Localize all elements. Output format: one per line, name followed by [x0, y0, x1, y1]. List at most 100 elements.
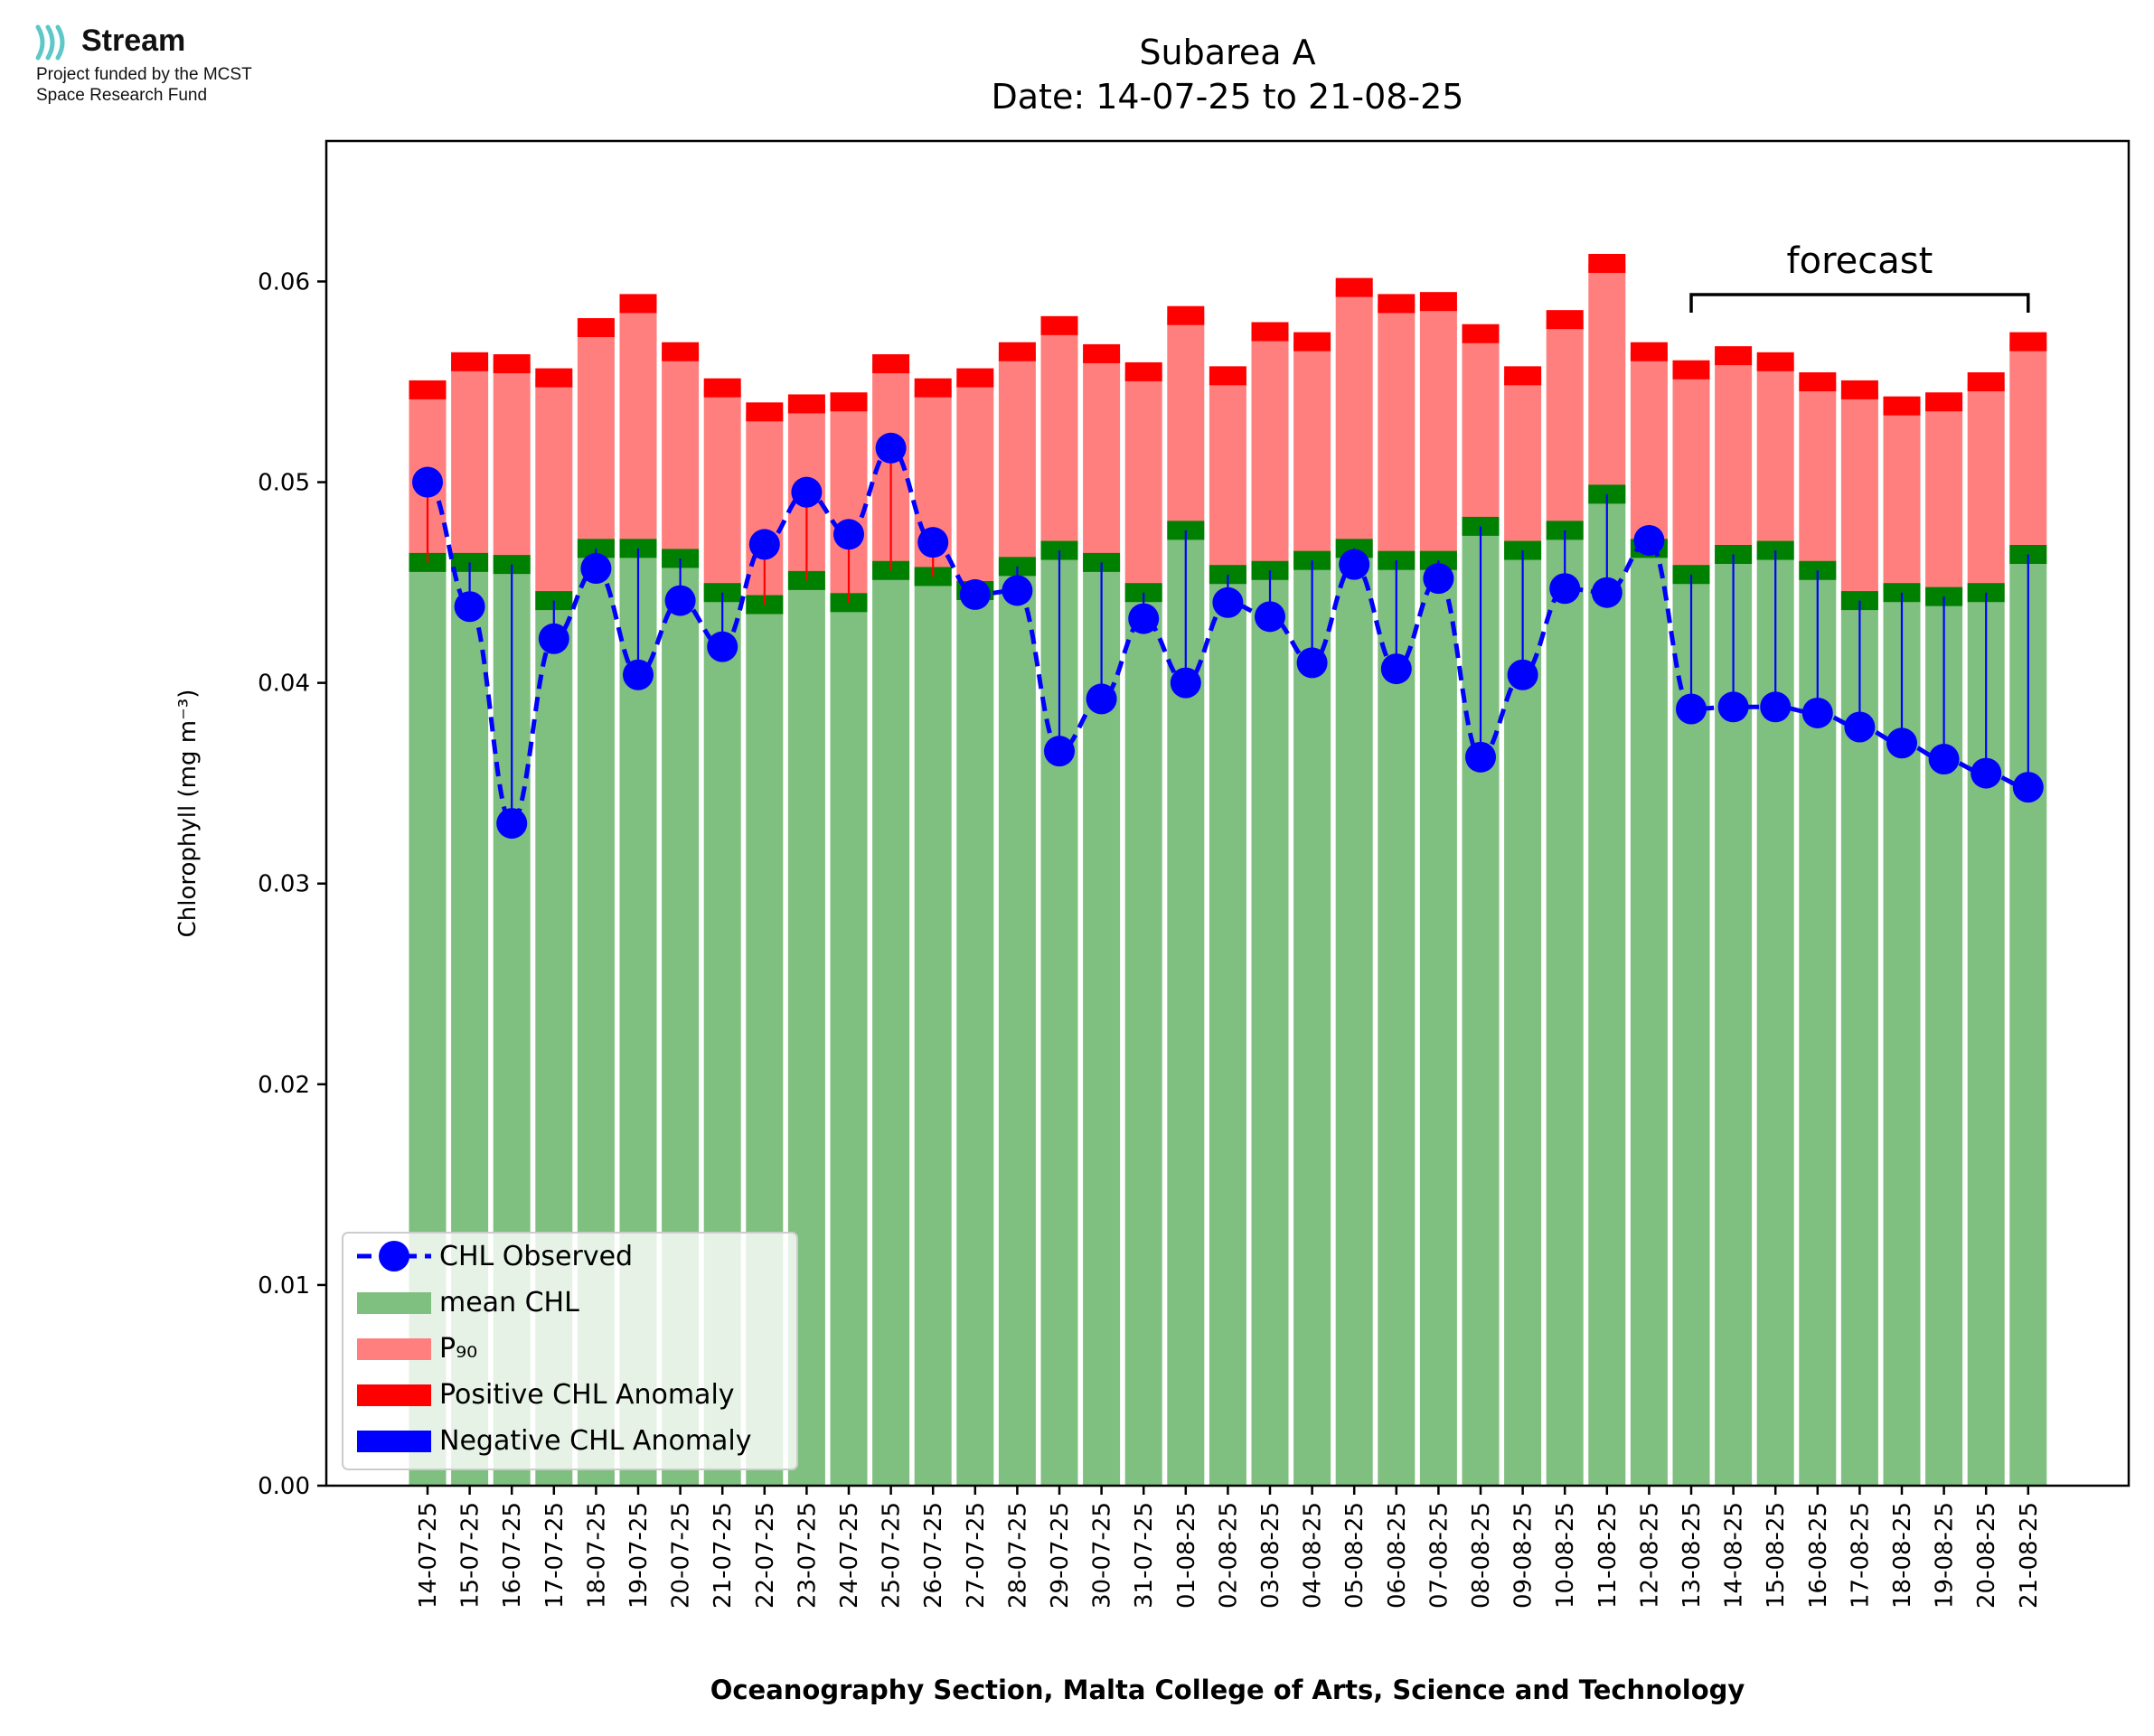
- p90-marker: [1588, 253, 1626, 273]
- x-tick-label: 04-08-25: [1300, 1502, 1327, 1609]
- observed-chl-point: [959, 578, 991, 610]
- observed-chl-point: [454, 591, 485, 623]
- observed-chl-point: [1170, 667, 1201, 699]
- mean-chl-bar: [1083, 562, 1121, 1486]
- y-axis-label: Chlorophyll (mg m⁻³): [174, 690, 202, 938]
- legend-swatch-p90: [357, 1338, 431, 1360]
- observed-line-layer: [412, 432, 2044, 840]
- x-tick-label: 02-08-25: [1215, 1502, 1242, 1609]
- y-tick-label: 0.04: [258, 671, 310, 698]
- x-tick-label: 08-08-25: [1468, 1502, 1495, 1609]
- p90-bar: [998, 352, 1036, 567]
- p90-bar: [703, 388, 741, 593]
- x-tick-label: 21-08-25: [2016, 1502, 2043, 1609]
- p90-bar: [1124, 371, 1162, 593]
- chart-subtitle: Date: 14-07-25 to 21-08-25: [992, 77, 1464, 117]
- p90-marker: [872, 354, 910, 374]
- forecast-annotation: forecast: [1689, 240, 2030, 313]
- observed-chl-point: [1339, 549, 1370, 580]
- y-tick-label: 0.06: [258, 268, 310, 296]
- x-tick-label: 15-07-25: [457, 1502, 484, 1609]
- mean-chl-bar: [1335, 548, 1373, 1486]
- mean-chl-bar: [1419, 560, 1457, 1486]
- observed-chl-point: [1296, 647, 1328, 679]
- p90-bar: [451, 361, 489, 563]
- p90-bar: [1335, 287, 1373, 549]
- p90-marker: [787, 394, 825, 414]
- p90-bar: [577, 327, 615, 549]
- p90-marker: [1251, 322, 1289, 342]
- p90-marker: [1040, 315, 1078, 335]
- p90-marker: [956, 368, 994, 388]
- x-tick-label: 31-07-25: [1131, 1502, 1158, 1609]
- y-tick-label: 0.05: [258, 470, 310, 497]
- legend-swatch-positive: [357, 1384, 431, 1406]
- x-tick-label: 21-07-25: [710, 1502, 737, 1609]
- observed-chl-point: [1128, 603, 1160, 634]
- x-tick-label: 20-08-25: [1973, 1502, 2000, 1609]
- p90-marker: [619, 294, 657, 314]
- observed-chl-point: [1549, 573, 1581, 605]
- x-tick-label: 07-08-25: [1425, 1502, 1453, 1609]
- logo-brand-name: Stream: [81, 23, 186, 58]
- p90-marker: [1335, 277, 1373, 297]
- stream-waves-icon: [35, 24, 65, 61]
- observed-chl-point: [623, 659, 654, 690]
- observed-chl-point: [496, 808, 528, 840]
- y-tick-label: 0.00: [258, 1473, 310, 1500]
- p90-bar: [2009, 342, 2047, 555]
- p90-marker: [914, 378, 952, 398]
- observed-chl-point: [1255, 601, 1285, 633]
- p90-marker: [1293, 332, 1331, 352]
- observed-chl-point: [1886, 727, 1917, 759]
- p90-bar: [1167, 315, 1205, 530]
- observed-chl-point: [748, 529, 780, 560]
- mean-chl-bar: [1124, 592, 1162, 1486]
- x-tick-label: 17-08-25: [1847, 1502, 1874, 1609]
- p90-marker: [1209, 366, 1246, 386]
- legend-swatch-mean: [357, 1292, 431, 1314]
- legend-label-observed: CHL Observed: [439, 1241, 633, 1272]
- observed-chl-point: [1760, 691, 1792, 723]
- observed-chl-point: [833, 519, 864, 550]
- observed-chl-point: [707, 631, 738, 662]
- p90-marker: [1967, 372, 2005, 392]
- p90-bar: [1630, 352, 1668, 549]
- x-tick-label: 03-08-25: [1257, 1502, 1284, 1609]
- x-tick-label: 19-07-25: [626, 1502, 653, 1609]
- observed-chl-point: [1423, 563, 1454, 595]
- x-tick-label: 25-07-25: [879, 1502, 906, 1609]
- x-tick-label: 17-07-25: [541, 1502, 569, 1609]
- forecast-label: forecast: [1787, 240, 1933, 282]
- observed-chl-point: [1676, 693, 1707, 725]
- x-tick-label: 13-08-25: [1679, 1502, 1706, 1609]
- p90-marker: [1630, 342, 1668, 361]
- p90-bar: [1209, 375, 1246, 575]
- x-tick-label: 23-07-25: [794, 1502, 821, 1609]
- observed-chl-point: [2012, 772, 2044, 803]
- x-tick-label: 09-08-25: [1510, 1502, 1538, 1609]
- mean-chl-bar: [830, 602, 868, 1486]
- legend-label-mean: mean CHL: [439, 1287, 579, 1318]
- p90-bar: [1756, 361, 1794, 551]
- legend-label-p90: P₉₀: [439, 1333, 477, 1365]
- chart-title: Subarea A: [1139, 33, 1315, 72]
- x-tick-label: 06-08-25: [1384, 1502, 1411, 1609]
- observed-chl-point: [1633, 524, 1665, 556]
- p90-bar: [1293, 342, 1331, 561]
- p90-marker: [1715, 346, 1753, 366]
- p90-marker: [662, 342, 700, 361]
- observed-chl-point: [1591, 577, 1623, 608]
- p90-marker: [703, 378, 741, 398]
- p90-marker: [1799, 372, 1837, 392]
- p90-marker: [451, 352, 489, 371]
- p90-bar: [1672, 370, 1710, 575]
- observed-chl-point: [1044, 736, 1075, 767]
- plot-frame: [325, 139, 2130, 1487]
- p90-bar: [535, 378, 573, 601]
- x-tick-label: 16-07-25: [499, 1502, 526, 1609]
- observed-chl-point: [1928, 744, 1960, 775]
- p90-bar: [1419, 301, 1457, 561]
- observed-chl-point: [1844, 711, 1876, 743]
- x-tick-label: 29-07-25: [1047, 1502, 1074, 1609]
